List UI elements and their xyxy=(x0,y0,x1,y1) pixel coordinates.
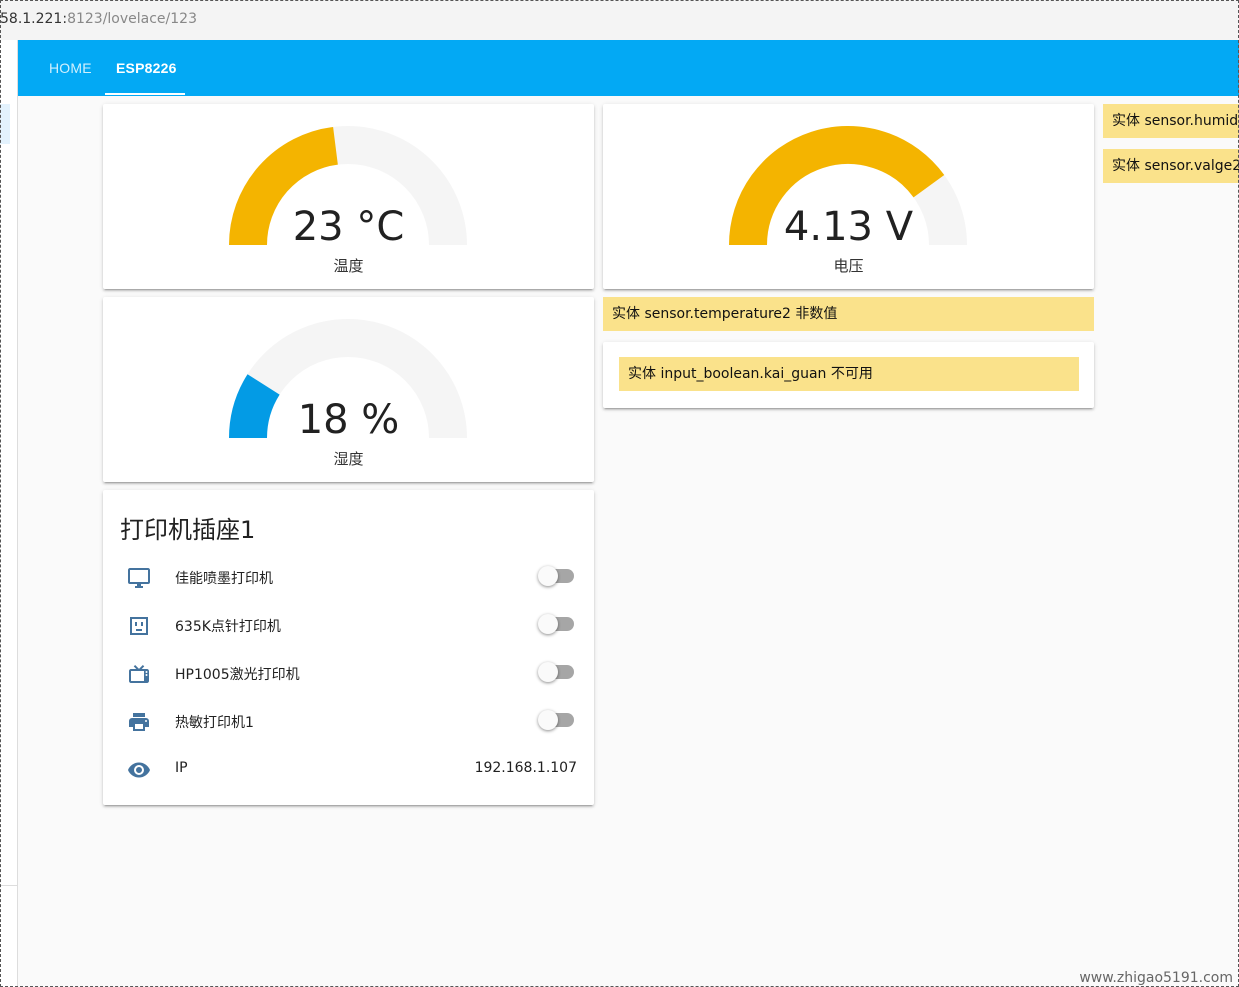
entity-card-kai-guan: 实体 input_boolean.kai_guan 不可用 xyxy=(603,342,1094,408)
sidebar-active-indicator xyxy=(0,104,10,144)
toggle-switch[interactable] xyxy=(538,612,576,636)
warning-valge2: 实体 sensor.valge2 非 xyxy=(1103,149,1239,183)
url-text[interactable]: 58.1.221:8123/lovelace/123 xyxy=(0,11,197,27)
gauge-value: 18 % xyxy=(297,397,400,443)
entity-name: HP1005激光打印机 xyxy=(175,667,300,683)
monitor-icon[interactable] xyxy=(127,566,151,590)
entity-name: IP xyxy=(175,760,188,776)
entity-name: 635K点针打印机 xyxy=(175,619,281,635)
entity-row[interactable]: 635K点针打印机 xyxy=(103,602,594,650)
entity-name: 热敏打印机1 xyxy=(175,715,254,731)
warning-humidity: 实体 sensor.humidity xyxy=(1103,104,1239,138)
gauge-label: 湿度 xyxy=(333,450,364,468)
gauge-fill xyxy=(229,374,280,439)
tab-home[interactable]: HOME xyxy=(49,60,92,76)
voltage-gauge xyxy=(729,126,967,246)
gauge-fill xyxy=(229,126,339,246)
entity-row[interactable]: 热敏打印机1 xyxy=(103,698,594,746)
browser-address-bar[interactable]: 58.1.221:8123/lovelace/123 xyxy=(0,0,1239,40)
entity-row[interactable]: IP 192.168.1.107 xyxy=(103,746,594,794)
toggle-switch[interactable] xyxy=(538,708,576,732)
entity-state-value: 192.168.1.107 xyxy=(474,760,577,776)
watermark: www.zhigao5191.com xyxy=(1079,970,1233,986)
warning-temperature2: 实体 sensor.temperature2 非数值 xyxy=(603,297,1094,331)
tab-esp8226[interactable]: ESP8226 xyxy=(116,60,177,76)
eye-icon[interactable] xyxy=(127,758,151,782)
gauge-card-humidity[interactable]: 18 % 湿度 xyxy=(103,297,594,482)
tv-icon[interactable] xyxy=(127,662,151,686)
gauge-value: 4.13 V xyxy=(783,204,914,250)
entities-card-printers: 打印机插座1 佳能喷墨打印机 635K点针打印机 HP1005激光打印机 热敏打… xyxy=(103,490,594,805)
app-toolbar: HOME ESP8226 xyxy=(18,40,1239,96)
printer-icon[interactable] xyxy=(127,710,151,734)
card-title: 打印机插座1 xyxy=(120,516,256,544)
toggle-switch[interactable] xyxy=(538,564,576,588)
gauge-label: 温度 xyxy=(333,257,364,275)
temperature-gauge xyxy=(229,126,467,246)
sidebar-collapsed xyxy=(0,40,18,987)
warning-kai-guan: 实体 input_boolean.kai_guan 不可用 xyxy=(619,357,1079,391)
gauge-card-voltage[interactable]: 4.13 V 电压 xyxy=(603,104,1094,289)
gauge-value: 23 °C xyxy=(292,204,405,250)
sidebar-divider xyxy=(0,885,17,886)
gauge-fill xyxy=(729,126,945,246)
humidity-gauge xyxy=(229,319,467,439)
toggle-switch[interactable] xyxy=(538,660,576,684)
entity-row[interactable]: 佳能喷墨打印机 xyxy=(103,554,594,602)
gauge-card-temperature[interactable]: 23 °C 温度 xyxy=(103,104,594,289)
gauge-label: 电压 xyxy=(833,257,864,275)
power-socket-icon[interactable] xyxy=(127,614,151,638)
entity-name: 佳能喷墨打印机 xyxy=(175,571,273,587)
entity-row[interactable]: HP1005激光打印机 xyxy=(103,650,594,698)
active-tab-indicator xyxy=(105,93,185,95)
